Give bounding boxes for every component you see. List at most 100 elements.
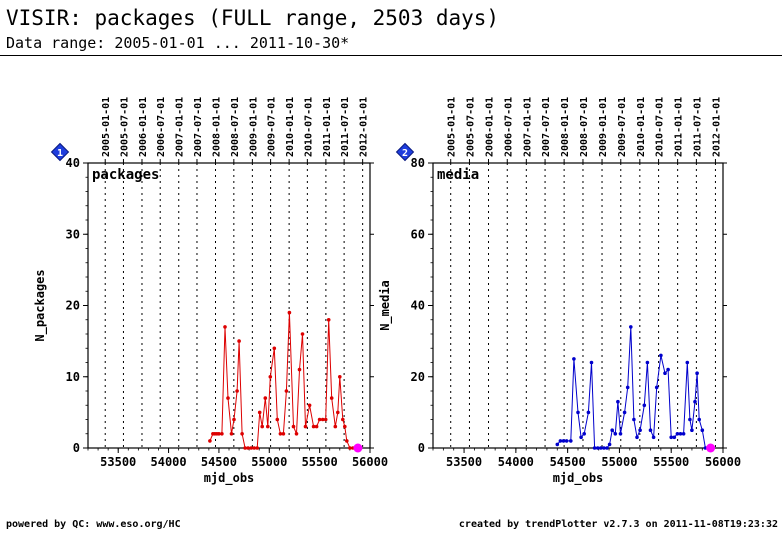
chart2-data-point <box>610 428 614 433</box>
chart1-x-tick-label: 55000 <box>251 455 287 469</box>
chart1-data-point <box>229 432 234 436</box>
chart2-data-point <box>632 417 636 422</box>
chart1-data-point <box>226 396 230 400</box>
chart1-data-point <box>294 432 299 436</box>
chart2-badge-diamond[interactable] <box>395 142 415 162</box>
chart1-data-point <box>333 424 338 429</box>
chart1-date-tick-label: 2010-01-01 <box>285 97 296 157</box>
chart2-date-tick-label: 2007-07-01 <box>541 97 552 157</box>
chart1-data-point <box>255 446 259 450</box>
chart1-panel-label: packages <box>92 167 159 183</box>
chart1-date-tick-label: 2006-01-01 <box>138 97 149 157</box>
chart2-data-point <box>629 325 633 329</box>
chart2-y-tick-label: 40 <box>411 299 425 313</box>
chart1-data-point <box>287 310 292 315</box>
chart2-data-point <box>675 432 680 436</box>
chart1-data-point <box>341 417 345 422</box>
chart2-data-point <box>645 360 650 365</box>
chart2-date-tick-label: 2006-01-01 <box>485 97 496 157</box>
chart2-date-tick-label: 2010-01-01 <box>636 97 647 157</box>
chart2-data-point <box>582 432 586 436</box>
chart2-data-point <box>618 432 623 436</box>
data-range-subtitle: Data range: 2005-01-01 ... 2011-10-30* <box>6 34 350 52</box>
chart1-x-tick-label: 54500 <box>201 455 237 469</box>
chart2-data-point <box>607 442 612 447</box>
chart1-date-tick-label: 2012-01-01 <box>359 97 370 157</box>
chart1-date-tick-label: 2006-07-01 <box>156 97 167 157</box>
chart2-panel-label: media <box>437 167 479 183</box>
chart2-y-axis-label: N_media <box>378 280 393 331</box>
chart1-data-point <box>268 375 273 379</box>
chart2-data-point <box>700 428 705 433</box>
chart1-data-point <box>223 325 227 329</box>
chart2-data-point <box>688 417 692 422</box>
chart1-date-tick-label: 2009-07-01 <box>267 97 278 157</box>
chart2-data-point <box>651 435 656 440</box>
chart1-data-point <box>281 432 286 436</box>
chart1-data-point <box>307 403 312 408</box>
chart1-x-tick-label: 56000 <box>352 455 388 469</box>
chart2-data-point <box>579 435 583 440</box>
chart2-date-tick-label: 2007-01-01 <box>522 97 533 157</box>
chart1-data-point <box>345 439 349 443</box>
chart2-data-point <box>659 353 663 358</box>
chart2-data-point <box>602 446 606 450</box>
chart1-data-point <box>329 396 334 400</box>
chart1-data-point <box>336 410 340 415</box>
chart1-data-point <box>278 432 283 436</box>
chart2-date-tick-label: 2010-07-01 <box>655 97 666 157</box>
chart1-data-point <box>217 432 221 436</box>
chart1-y-axis-label: N_packages <box>33 269 48 341</box>
chart1-x-axis-label: mjd_obs <box>204 471 255 486</box>
chart1-date-tick-label: 2005-01-01 <box>101 97 112 157</box>
chart1-y-tick-label: 10 <box>66 370 80 384</box>
chart1-data-point <box>246 446 250 450</box>
chart1-x-tick-label: 53500 <box>100 455 136 469</box>
chart1-data-point <box>252 446 256 450</box>
chart1-data-point <box>338 375 342 379</box>
chart1-data-point <box>275 417 280 422</box>
chart1-data-point <box>235 389 239 393</box>
chart2-y-tick-label: 20 <box>411 370 425 384</box>
chart2-data-point <box>669 435 673 440</box>
chart1-data-point <box>266 424 270 429</box>
chart1-badge-diamond[interactable] <box>50 142 70 162</box>
chart2-date-tick-label: 2005-01-01 <box>447 97 458 157</box>
chart1-date-tick-label: 2007-01-01 <box>175 97 186 157</box>
chart2-data-point <box>638 428 642 433</box>
chart2-series-line <box>556 326 711 449</box>
chart1-data-point <box>311 424 316 429</box>
chart2-date-tick-label: 2009-07-01 <box>617 97 628 157</box>
chart2-data-point <box>681 432 686 436</box>
chart1-data-point <box>284 389 289 393</box>
chart1-data-point <box>220 432 224 436</box>
chart1-date-tick-label: 2008-07-01 <box>230 97 241 157</box>
chart1-data-point <box>232 417 236 422</box>
chart1-badge-number: 1 <box>57 148 63 159</box>
chart1-date-tick-label: 2010-07-01 <box>303 97 314 157</box>
chart2-data-point <box>558 439 563 443</box>
page-title: VISIR: packages (FULL range, 2503 days) <box>6 6 500 30</box>
chart2-x-tick-label: 54500 <box>550 455 586 469</box>
chart2-data-point <box>685 360 690 365</box>
chart1-date-tick-label: 2005-07-01 <box>119 97 130 157</box>
chart1-date-tick-label: 2007-07-01 <box>193 97 204 157</box>
chart2-plot-frame <box>432 162 724 449</box>
chart2-date-tick-label: 2008-07-01 <box>579 97 590 157</box>
chart1-date-tick-label: 2011-07-01 <box>340 97 351 157</box>
chart2-y-tick-label: 80 <box>411 156 425 170</box>
chart1-y-tick-label: 30 <box>66 227 80 241</box>
chart1-data-point <box>237 339 241 343</box>
chart2-data-point <box>569 439 573 443</box>
chart2-badge-number: 2 <box>402 148 408 159</box>
chart1-data-point <box>303 424 308 429</box>
chart2-date-tick-label: 2009-01-01 <box>598 97 609 157</box>
chart2-last-point <box>706 443 716 453</box>
footer-created-by: created by trendPlotter v2.7.3 on 2011-1… <box>458 519 778 530</box>
chart2-date-tick-label: 2011-07-01 <box>692 97 703 157</box>
chart1-date-tick-label: 2009-01-01 <box>248 97 259 157</box>
chart2-data-point <box>595 446 600 450</box>
chart2-data-point <box>561 439 566 443</box>
chart2-data-point <box>622 410 627 415</box>
